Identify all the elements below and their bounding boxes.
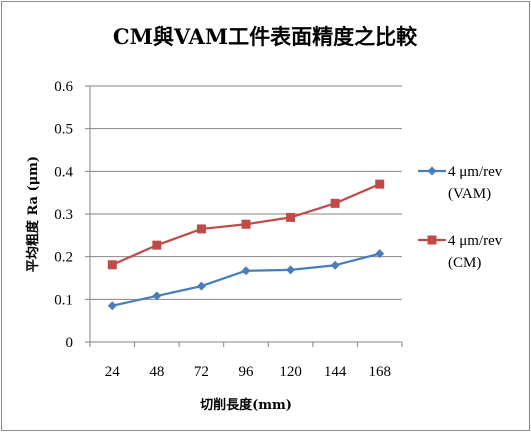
data-point — [375, 249, 385, 259]
y-tick-label: 0.2 — [54, 250, 73, 266]
x-tick-label: 168 — [368, 364, 391, 380]
legend-item: 4 μm/rev (CM) — [418, 233, 503, 271]
legend-label: 4 μm/rev — [448, 233, 503, 249]
data-point — [152, 240, 162, 250]
legend-marker — [427, 235, 437, 245]
x-tick-label: 24 — [105, 364, 121, 380]
chart-title: CM與VAM工件表面精度之比較 — [113, 24, 418, 49]
y-axis-label: 平均粗度 Ra (μm) — [25, 156, 41, 272]
x-tick-label: 144 — [324, 364, 347, 380]
legend-item: 4 μm/rev (VAM) — [418, 164, 503, 202]
x-tick-label: 48 — [149, 364, 164, 380]
data-point — [375, 179, 385, 189]
legend-label: (CM) — [448, 255, 481, 271]
series-1 — [107, 179, 385, 270]
y-tick-labels: 0 0.1 0.2 0.3 0.4 0.5 0.6 — [54, 79, 73, 351]
y-tick-label: 0.3 — [54, 207, 73, 223]
y-tick-label: 0.1 — [54, 292, 73, 308]
x-tick-labels: 24 48 72 96 120 144 168 — [89, 342, 403, 380]
y-tick-label: 0 — [66, 335, 74, 351]
legend-label: (VAM) — [448, 186, 491, 202]
data-point — [330, 260, 340, 270]
series-group — [107, 179, 385, 311]
y-tick-label: 0.6 — [54, 79, 73, 95]
data-point — [330, 198, 340, 208]
data-point — [107, 301, 117, 311]
x-axis-label: 切削長度(mm) — [200, 397, 292, 413]
y-tick-label: 0.5 — [54, 122, 73, 138]
x-tick-label: 72 — [194, 364, 209, 380]
data-point — [286, 265, 296, 275]
data-point — [241, 266, 251, 276]
y-tick-label: 0.4 — [54, 164, 73, 180]
data-point — [107, 260, 117, 270]
data-point — [196, 281, 206, 291]
legend: 4 μm/rev (VAM) 4 μm/rev (CM) — [418, 164, 503, 271]
series-0 — [107, 249, 385, 311]
series-line — [112, 252, 380, 307]
gridlines — [85, 85, 402, 343]
x-tick-label: 96 — [239, 364, 255, 380]
data-point — [152, 291, 162, 301]
data-point — [286, 212, 296, 222]
legend-label: 4 μm/rev — [448, 164, 503, 180]
legend-marker — [427, 166, 437, 176]
data-point — [241, 219, 251, 229]
x-tick-label: 120 — [279, 364, 302, 380]
data-point — [196, 224, 206, 234]
